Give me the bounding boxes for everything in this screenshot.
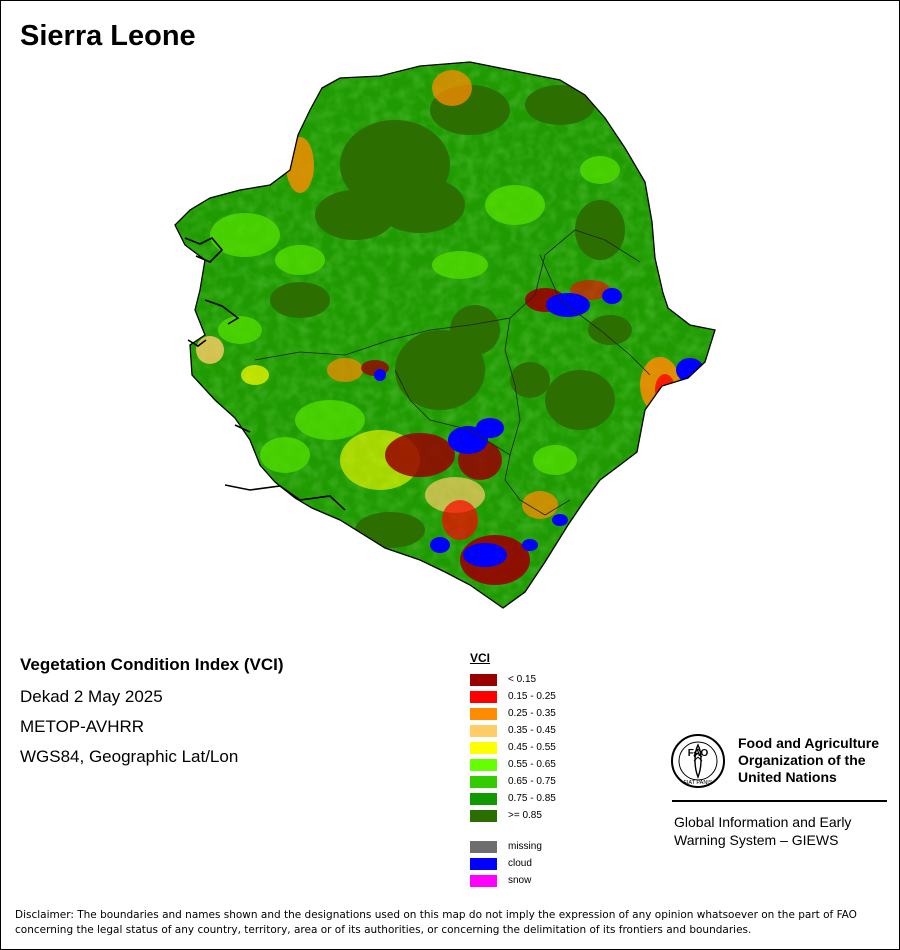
org-name-line: Food and Agriculture [738,735,880,751]
fao-emblem-icon: FAO FIAT PANIS [671,734,725,788]
logo-divider [672,800,887,802]
legend-class-item: 0.75 - 0.85 [470,790,556,807]
internal-boundaries [254,229,651,516]
legend-other-label: missing [508,841,542,852]
legend-other-swatch [470,840,497,853]
legend-class-item: 0.45 - 0.55 [470,739,556,756]
legend-class-label: < 0.15 [508,674,537,685]
legend-class-item: 0.25 - 0.35 [470,705,556,722]
org-name-line: United Nations [738,769,837,785]
map-info: Vegetation Condition Index (VCI) Dekad 2… [20,655,284,777]
legend-class-item: >= 0.85 [470,807,556,824]
legend-class-swatch [470,758,497,771]
vci-map [174,61,716,609]
country-outline [174,61,716,609]
legend-other-swatch [470,857,497,870]
legend-class-item: 0.55 - 0.65 [470,756,556,773]
light-green-patches [210,156,620,475]
legend-class-swatch [470,690,497,703]
legend-other-item: cloud [470,855,556,872]
legend-class-label: 0.55 - 0.65 [508,759,556,770]
legend-class-item: 0.15 - 0.25 [470,688,556,705]
vci-raster [175,62,715,608]
emblem-motto: FIAT PANIS [683,780,712,786]
legend-class-swatch [470,724,497,737]
legend-class-swatch [470,792,497,805]
legend-class-item: 0.35 - 0.45 [470,722,556,739]
legend-class-item: < 0.15 [470,671,556,688]
map-title: Sierra Leone [20,20,196,52]
legend-other-label: snow [508,875,532,886]
legend-class-label: 0.75 - 0.85 [508,793,556,804]
legend-classes: < 0.15 0.15 - 0.25 0.25 - 0.35 0.35 - 0.45 0… [470,671,556,824]
disclaimer: Disclaimer: The boundaries and names sho… [15,909,857,936]
legend-other-item: snow [470,872,556,889]
legend-other-item: missing [470,838,556,855]
coastline-detail [184,237,346,511]
giews-line: Global Information and Early [674,814,852,830]
dark-green-patches [270,85,632,548]
legend-class-item: 0.65 - 0.75 [470,773,556,790]
legend-class-label: 0.45 - 0.55 [508,742,556,753]
org-name: Food and Agriculture Organization of the… [738,735,898,786]
projection-label: WGS84, Geographic Lat/Lon [20,747,239,766]
legend-class-label: 0.35 - 0.45 [508,725,556,736]
legend-other-label: cloud [508,858,532,869]
legend-class-swatch [470,775,497,788]
legend-class-swatch [470,809,497,822]
legend-class-swatch [470,673,497,686]
legend-class-label: 0.25 - 0.35 [508,708,556,719]
index-title: Vegetation Condition Index (VCI) [20,655,284,674]
org-name-line: Organization of the [738,752,866,768]
sensor-label: METOP-AVHRR [20,717,145,736]
legend: VCI < 0.15 0.15 - 0.25 0.25 - 0.35 0.35 - 0… [470,651,556,889]
giews-label: Global Information and Early Warning Sys… [674,813,889,849]
legend-other-swatch [470,874,497,887]
legend-title: VCI [470,651,491,665]
legend-class-label: 0.65 - 0.75 [508,776,556,787]
emblem-text: FAO [688,748,709,759]
legend-class-swatch [470,741,497,754]
legend-class-label: >= 0.85 [508,810,542,821]
period-label: Dekad 2 May 2025 [20,687,163,706]
legend-class-label: 0.15 - 0.25 [508,691,556,702]
giews-line: Warning System – GIEWS [674,832,839,848]
legend-class-swatch [470,707,497,720]
legend-other: missing cloud snow [470,838,556,889]
